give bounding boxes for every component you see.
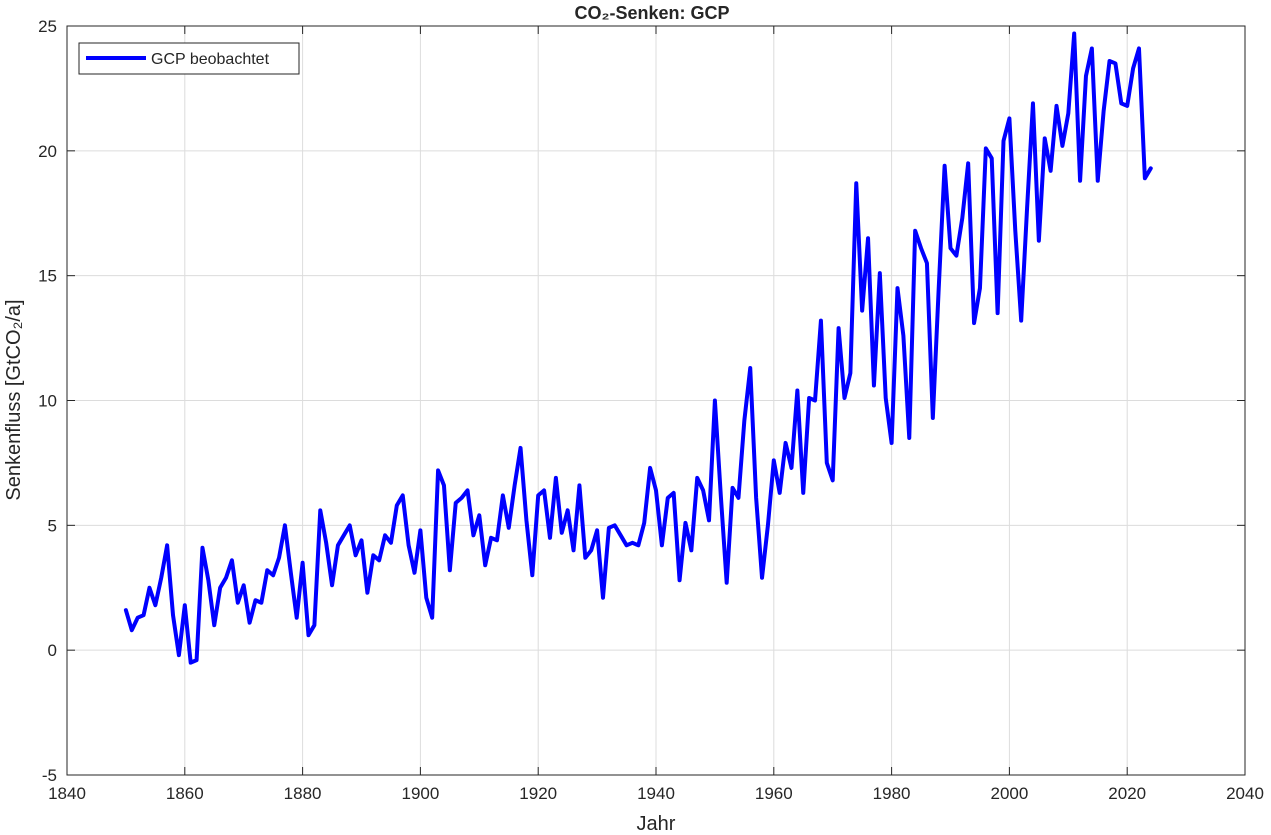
x-tick-label: 1980 [873,784,911,803]
axis-ticks [66,25,1246,776]
x-tick-label: 1840 [48,784,86,803]
x-tick-label: 1940 [637,784,675,803]
y-tick-label: 25 [38,17,57,36]
chart-title: CO₂-Senken: GCP [574,3,729,23]
legend-label: GCP beobachtet [151,51,270,68]
x-tick-label: 2040 [1226,784,1264,803]
x-tick-label: 1900 [401,784,439,803]
x-tick-label: 2020 [1108,784,1146,803]
y-tick-label: 0 [48,641,57,660]
y-tick-label: 10 [38,392,57,411]
y-tick-label: 15 [38,267,57,286]
x-tick-label: 1920 [519,784,557,803]
series-line [123,31,1153,665]
series-layer [123,31,1153,665]
y-tick-label: 20 [38,142,57,161]
x-tick-label: 1880 [284,784,322,803]
y-tick-label: 5 [48,516,57,535]
y-tick-label: -5 [42,766,57,785]
legend: GCP beobachtet [78,42,300,75]
x-tick-label: 1860 [166,784,204,803]
x-tick-label: 1960 [755,784,793,803]
tick-labels: 1840 1860 1880 1900 1920 1940 1960 1980 2000 2020… [38,17,1264,803]
x-axis-label: Jahr [637,813,676,835]
y-axis-label: Senkenfluss [GtCO₂/a] [3,299,25,500]
x-tick-label: 2000 [990,784,1028,803]
